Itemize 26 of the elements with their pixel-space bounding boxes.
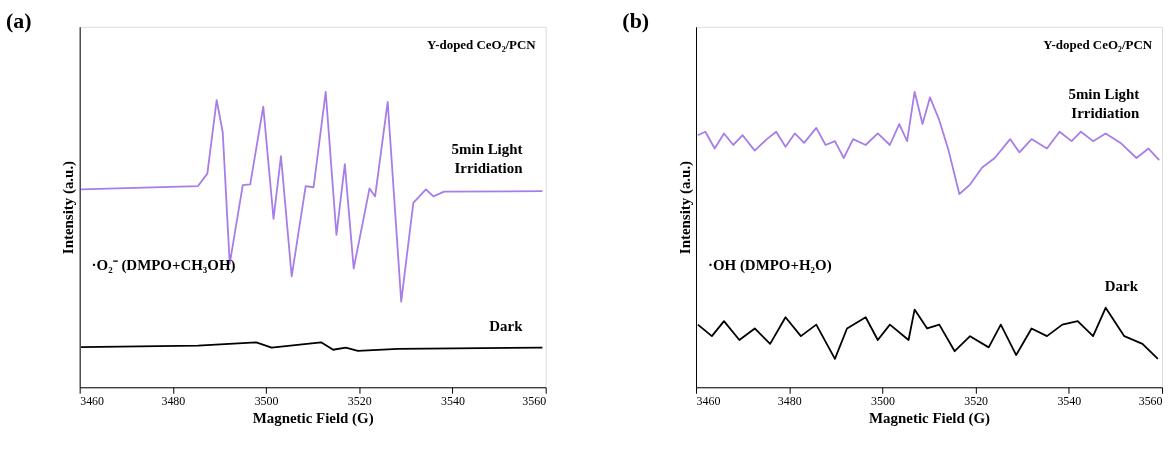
x-axis-title: Magnetic Field (G)	[252, 409, 374, 427]
series-label: 5min Light Irridiation	[1068, 85, 1141, 121]
series-label: Dark	[489, 317, 524, 334]
x-tick-label: 3520	[347, 393, 372, 408]
x-tick-label: 3540	[1057, 393, 1082, 408]
text: Y-doped CeO₂/PCN	[427, 36, 537, 52]
x-axis-title: Magnetic Field (G)	[869, 409, 991, 427]
x-tick-label: 3500	[871, 393, 895, 408]
x-tick-label: 3520	[964, 393, 989, 408]
chart-title: (b)	[622, 7, 650, 33]
text: Y-doped CeO₂/PCN	[1043, 36, 1153, 52]
x-tick-label: 3460	[696, 393, 721, 408]
series-label: 5min Light Irridiation	[451, 141, 524, 177]
annotation: ·O₂⁻ (DMPO+CH₃OH)	[91, 256, 236, 274]
chart-title: (a)	[5, 7, 32, 33]
x-tick-label: 3500	[254, 393, 279, 408]
y-axis-title: Intensity (a.u.)	[60, 160, 78, 255]
x-tick-label: 3480	[777, 393, 802, 408]
x-tick-label: 3560	[522, 393, 547, 408]
y-axis-title: Intensity (a.u.)	[676, 160, 694, 255]
x-tick-label: 3460	[80, 393, 105, 408]
series-label: Dark	[1104, 277, 1139, 294]
annotation: ·OH (DMPO+H₂O)	[707, 256, 832, 274]
x-tick-label: 3480	[161, 393, 186, 408]
x-tick-label: 3560	[1138, 393, 1163, 408]
x-tick-label: 3540	[441, 393, 465, 408]
